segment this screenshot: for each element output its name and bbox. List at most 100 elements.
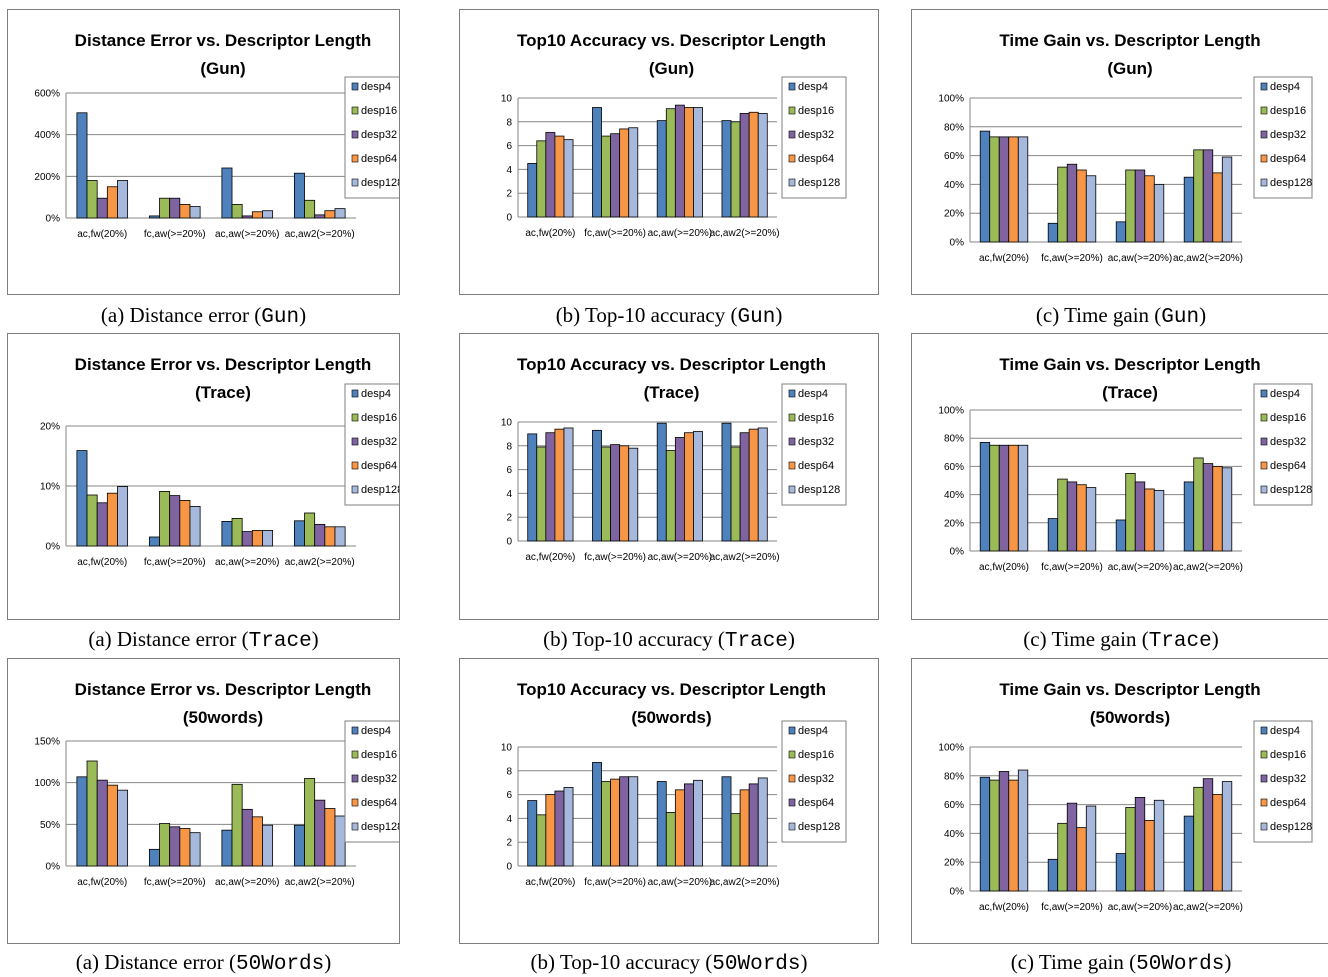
x-tick-label: fc,aw(>=20%) — [144, 877, 206, 888]
chart-svg: Distance Error vs. Descriptor Length (Tra… — [40, 355, 399, 568]
bar-desp64 — [619, 128, 630, 218]
bar-desp16 — [601, 135, 611, 218]
caption-dataset: Trace — [248, 630, 312, 653]
chart-title: Top10 Accuracy vs. Descriptor Length — [517, 680, 826, 699]
bar-desp64 — [179, 828, 191, 867]
x-tick-label: ac,aw2(>=20%) — [710, 228, 780, 239]
legend: desp4 desp16 desp32 desp64 desp128 — [1253, 76, 1313, 199]
bar-desp4 — [148, 536, 160, 547]
y-tick-label: 6 — [506, 465, 512, 476]
figure-caption: (a) Distance error (50Words) — [7, 950, 400, 976]
y-tick-label: 4 — [506, 165, 512, 176]
legend-label: desp64 — [1270, 153, 1306, 165]
y-tick-label: 2 — [506, 513, 512, 524]
legend-label: desp16 — [798, 412, 834, 424]
bar-desp64 — [1008, 444, 1019, 552]
y-tick-label: 8 — [506, 117, 512, 128]
legend: desp4 desp16 desp32 desp64 desp128 — [781, 76, 847, 199]
figure-caption: (a) Distance error (Trace) — [7, 627, 400, 653]
caption-dataset: Gun — [261, 306, 300, 329]
y-tick-label: 2 — [506, 189, 512, 200]
bar-desp128 — [262, 824, 274, 867]
legend-label: desp128 — [361, 821, 399, 833]
legend-label: desp32 — [1270, 436, 1306, 448]
y-tick-label: 80% — [944, 122, 964, 133]
chart-subtitle: (50words) — [183, 708, 263, 727]
bar-desp32 — [1202, 463, 1214, 552]
chart-svg: Top10 Accuracy vs. Descriptor Length (50w… — [501, 680, 847, 888]
bar-desp32 — [998, 136, 1010, 243]
x-tick-label: ac,aw(>=20%) — [215, 557, 279, 568]
bar-desp128 — [262, 529, 274, 547]
bar-desp4 — [721, 422, 732, 542]
bar-desp32 — [998, 444, 1010, 552]
bar-desp16 — [730, 446, 741, 542]
chart-frame: Time Gain vs. Descriptor Length (50words)… — [911, 658, 1328, 944]
x-tick-label: ac,aw2(>=20%) — [1173, 253, 1243, 264]
legend-label: desp128 — [798, 821, 840, 833]
bar-desp16 — [304, 778, 316, 867]
legend: desp4 desp16 desp32 desp64 desp128 — [1253, 720, 1313, 843]
bar-desp64 — [554, 790, 565, 867]
legend-swatch — [351, 822, 359, 831]
y-tick-label: 100% — [34, 778, 60, 789]
figure-caption: (b) Top-10 accuracy (50Words) — [459, 950, 879, 976]
bar-desp128 — [757, 427, 768, 542]
bar-desp64 — [748, 783, 759, 867]
legend-label: desp16 — [1270, 749, 1306, 761]
bar-desp16 — [159, 197, 171, 219]
bar-desp128 — [693, 107, 703, 218]
legend-swatch — [788, 485, 796, 494]
y-tick-label: 60% — [944, 800, 964, 811]
figure-caption: (c) Time gain (Gun) — [911, 303, 1328, 329]
legend-swatch — [788, 461, 796, 470]
legend-swatch — [788, 750, 796, 759]
legend-label: desp32 — [798, 773, 834, 785]
legend: desp4 desp16 desp32 desp64 desp128 — [344, 720, 399, 843]
bar-desp128 — [1153, 489, 1165, 552]
legend-swatch — [788, 413, 796, 422]
legend-label: desp128 — [1270, 177, 1312, 189]
y-tick-label: 50% — [40, 820, 60, 831]
bar-desp32 — [674, 104, 685, 218]
x-tick-label: ac,fw(20%) — [525, 552, 575, 563]
bar-desp32 — [169, 495, 181, 547]
bar-desp16 — [231, 204, 243, 219]
bar-desp128 — [334, 526, 346, 547]
x-tick-label: ac,aw2(>=20%) — [285, 557, 355, 568]
figure-caption: (b) Top-10 accuracy (Gun) — [459, 303, 879, 329]
legend: desp4 desp16 desp32 desp64 desp128 — [344, 76, 399, 199]
bar-desp128 — [628, 447, 639, 542]
legend-swatch — [788, 774, 796, 783]
bar-desp16 — [989, 444, 1000, 552]
bar-desp32 — [1134, 796, 1146, 892]
bar-desp16 — [1193, 457, 1204, 552]
bar-desp128 — [334, 208, 346, 219]
y-tick-label: 100% — [938, 406, 964, 417]
bar-desp16 — [231, 783, 243, 867]
bar-desp64 — [684, 783, 694, 867]
legend-swatch — [788, 82, 796, 91]
bar-desp64 — [324, 526, 336, 547]
bar-desp4 — [293, 172, 305, 219]
bar-desp64 — [684, 107, 694, 218]
bar-desp4 — [1047, 222, 1059, 243]
bar-desp16 — [536, 446, 547, 542]
bar-desp4 — [527, 800, 538, 867]
legend-label: desp64 — [361, 797, 397, 809]
legend-label: desp64 — [798, 797, 834, 809]
bar-desp128 — [189, 505, 201, 547]
caption-text: (c) Time gain ( — [1035, 303, 1162, 327]
bar-desp128 — [693, 431, 703, 542]
bar-desp4 — [293, 824, 305, 867]
bar-desp64 — [251, 816, 263, 867]
legend-swatch — [351, 130, 359, 139]
y-tick-label: 2 — [506, 838, 512, 849]
caption-close: ) — [1211, 627, 1219, 651]
bar-desp4 — [592, 762, 602, 867]
bar-desp16 — [601, 446, 611, 542]
x-tick-label: ac,fw(20%) — [979, 902, 1029, 913]
bar-desp16 — [1057, 166, 1068, 243]
bar-desp32 — [674, 437, 685, 542]
bar-desp4 — [1115, 221, 1127, 243]
